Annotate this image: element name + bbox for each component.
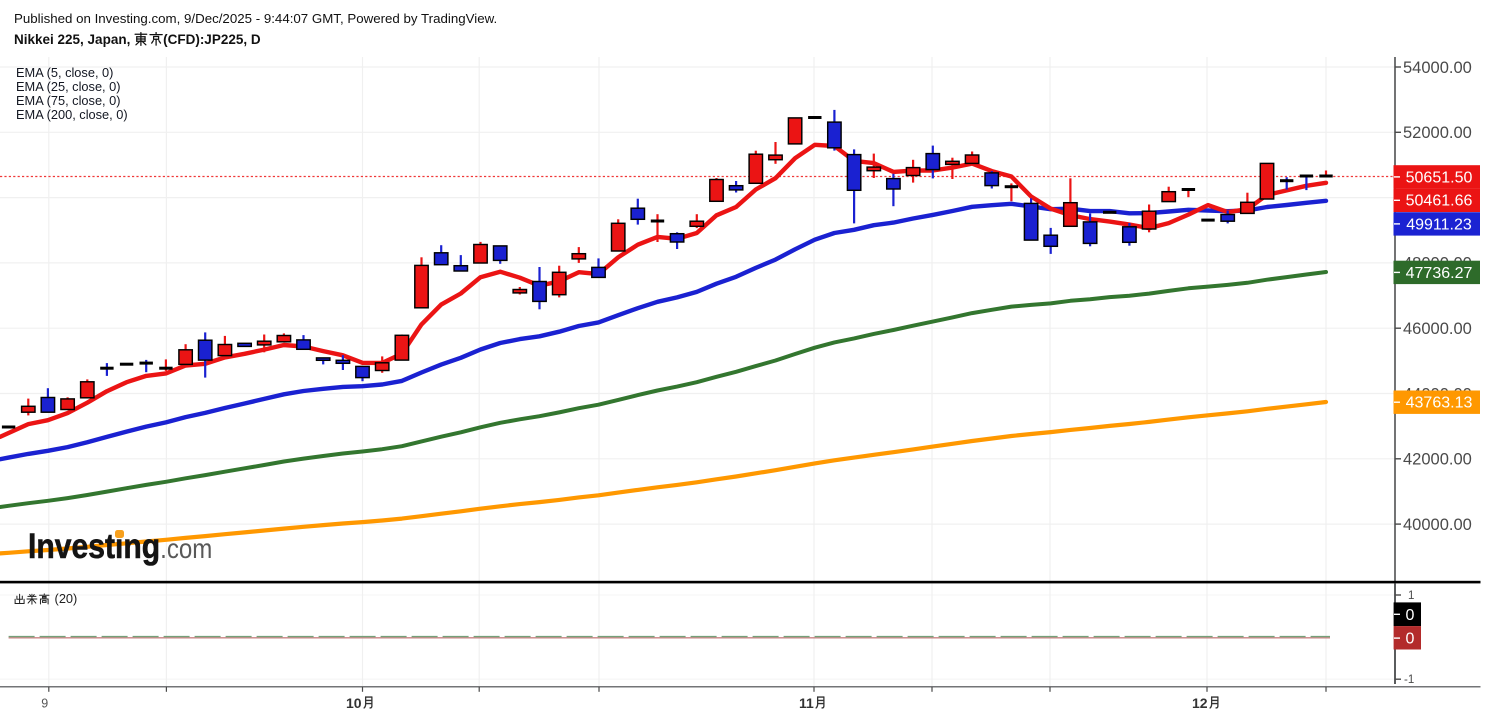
svg-text:40000.00: 40000.00 — [1403, 516, 1472, 534]
svg-text:-1: -1 — [1404, 674, 1414, 686]
svg-text:50461.66: 50461.66 — [1406, 193, 1473, 210]
svg-text:0: 0 — [1406, 607, 1415, 624]
svg-text:42000.00: 42000.00 — [1403, 451, 1472, 469]
svg-text:54000.00: 54000.00 — [1403, 59, 1472, 77]
svg-text:50651.50: 50651.50 — [1406, 169, 1473, 186]
svg-text:46000.00: 46000.00 — [1403, 320, 1472, 338]
svg-text:47736.27: 47736.27 — [1406, 265, 1473, 282]
svg-text:1: 1 — [1408, 590, 1414, 602]
svg-text:43763.13: 43763.13 — [1406, 395, 1473, 412]
svg-text:52000.00: 52000.00 — [1403, 124, 1472, 142]
svg-text:0: 0 — [1406, 631, 1415, 648]
svg-text:49911.23: 49911.23 — [1406, 216, 1472, 233]
svg-text:9: 9 — [41, 697, 48, 711]
